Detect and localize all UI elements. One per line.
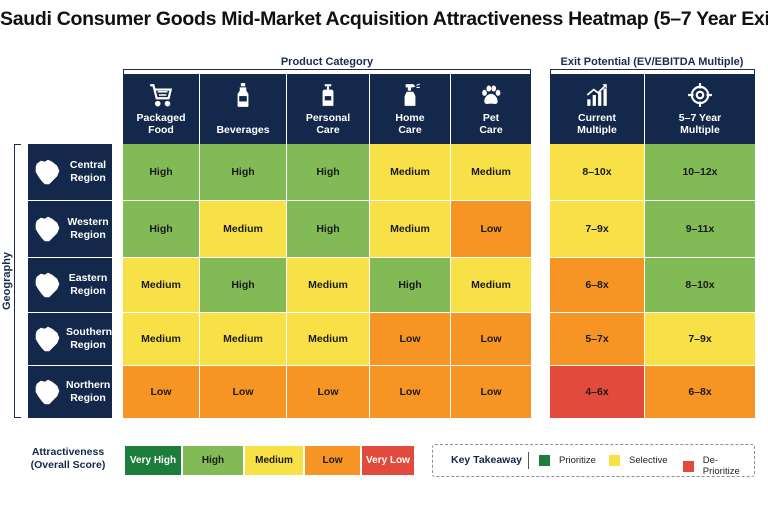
key-takeaway-title: Key Takeaway [451,454,523,466]
product-header-label: Pet Care [479,112,503,136]
key-takeaway-item: Prioritize [539,455,596,466]
key-takeaway-separator [528,452,529,469]
heatmap-cell: High [287,144,370,201]
exit-header-label: 5–7 Year Multiple [678,112,722,136]
key-takeaway-label: Prioritize [559,455,596,466]
heatmap-cell: Medium [200,201,287,258]
exit-multiple-cell: 6–8x [550,258,645,313]
product-header-label: Personal Care [305,112,351,136]
heatmap-cell: Low [200,366,287,419]
key-takeaway-swatch [609,455,620,466]
western-region-map-icon [32,214,62,244]
heatmap-cell: High [123,144,200,201]
key-takeaway-item: Selective [609,455,668,466]
paw-icon [478,82,504,108]
northern-region-map-icon [32,377,62,407]
heatmap-cell: Low [451,366,532,419]
exit-multiple-cell: 9–11x [645,201,756,258]
exit-header-1: 5–7 Year Multiple [645,74,756,144]
exit-multiple-cell: 8–10x [550,144,645,201]
row-header-2: Eastern Region [28,258,112,313]
product-category-label: Product Category [280,56,374,68]
legend-title: Attractiveness (Overall Score) [30,446,106,471]
bar-chart-up-icon [584,82,610,108]
chart-title: Saudi Consumer Goods Mid-Market Acquisit… [0,8,768,30]
product-header-1: Beverages [200,74,287,144]
heatmap-cell: Medium [123,258,200,313]
heatmap-cell: Low [370,366,451,419]
heatmap-cell: Medium [451,258,532,313]
heatmap-cell: Medium [123,313,200,366]
exit-multiple-cell: 4–6x [550,366,645,419]
exit-multiple-cell: 7–9x [645,313,756,366]
row-header-0: Central Region [28,144,112,201]
product-header-label: Home Care [395,112,425,136]
heatmap-cell: Low [287,366,370,419]
product-header-label: Packaged Food [136,112,186,136]
product-header-0: Packaged Food [123,74,200,144]
key-takeaway-swatch [683,460,694,472]
heatmap-cell: High [200,144,287,201]
exit-multiple-cell: 7–9x [550,201,645,258]
legend-swatch: Medium [245,446,303,475]
heatmap-cell: Medium [287,258,370,313]
product-header-4: Pet Care [451,74,532,144]
exit-multiple-cell: 5–7x [550,313,645,366]
row-header-label: Eastern Region [68,272,108,297]
legend-swatch: Low [305,446,360,475]
exit-potential-label: Exit Potential (EV/EBITDA Multiple) [560,56,744,68]
row-header-label: Central Region [69,159,107,184]
legend-swatch: Very High [125,446,181,475]
row-header-4: Northern Region [28,366,112,419]
legend-swatch: Very Low [362,446,414,475]
heatmap-cell: Low [451,313,532,366]
row-header-label: Western Region [67,216,109,241]
southern-region-map-icon [32,324,62,354]
heatmap-cell: High [370,258,451,313]
exit-multiple-cell: 8–10x [645,258,756,313]
heatmap-cell: Medium [451,144,532,201]
exit-multiple-cell: 10–12x [645,144,756,201]
exit-multiple-cell: 6–8x [645,366,756,419]
shopping-cart-icon [148,82,174,108]
exit-header-label: Current Multiple [577,112,617,136]
heatmap-cell: Medium [200,313,287,366]
row-header-label: Southern Region [66,326,113,351]
product-header-3: Home Care [370,74,451,144]
lotion-bottle-icon [315,82,341,108]
heatmap-cell: Low [451,201,532,258]
heatmap-cell: Low [370,313,451,366]
geography-label: Geography [1,251,13,311]
spray-bottle-icon [397,82,423,108]
legend-swatch: High [183,446,243,475]
heatmap-cell: High [123,201,200,258]
heatmap-cell: Medium [287,313,370,366]
exit-potential-bracket [550,69,755,75]
geography-bracket [14,144,21,418]
row-header-label: Northern Region [66,379,111,404]
heatmap-cell: High [287,201,370,258]
heatmap-cell: Low [123,366,200,419]
bottle-icon [230,82,256,108]
row-header-1: Western Region [28,201,112,258]
heatmap-cell: Medium [370,144,451,201]
key-takeaway-box: Key Takeaway Prioritize Selective De-Prior… [432,444,755,477]
heatmap-cell: High [200,258,287,313]
target-icon [687,82,713,108]
key-takeaway-label: Selective [629,455,668,466]
product-category-bracket [123,69,531,75]
exit-header-0: Current Multiple [550,74,645,144]
row-header-3: Southern Region [28,313,112,366]
product-header-label: Beverages [216,124,270,136]
key-takeaway-swatch [539,455,550,466]
key-takeaway-item: De-Prioritize [683,455,754,477]
eastern-region-map-icon [32,270,62,300]
central-region-map-icon [32,157,62,187]
key-takeaway-label: De-Prioritize [702,455,740,477]
heatmap-cell: Medium [370,201,451,258]
product-header-2: Personal Care [287,74,370,144]
